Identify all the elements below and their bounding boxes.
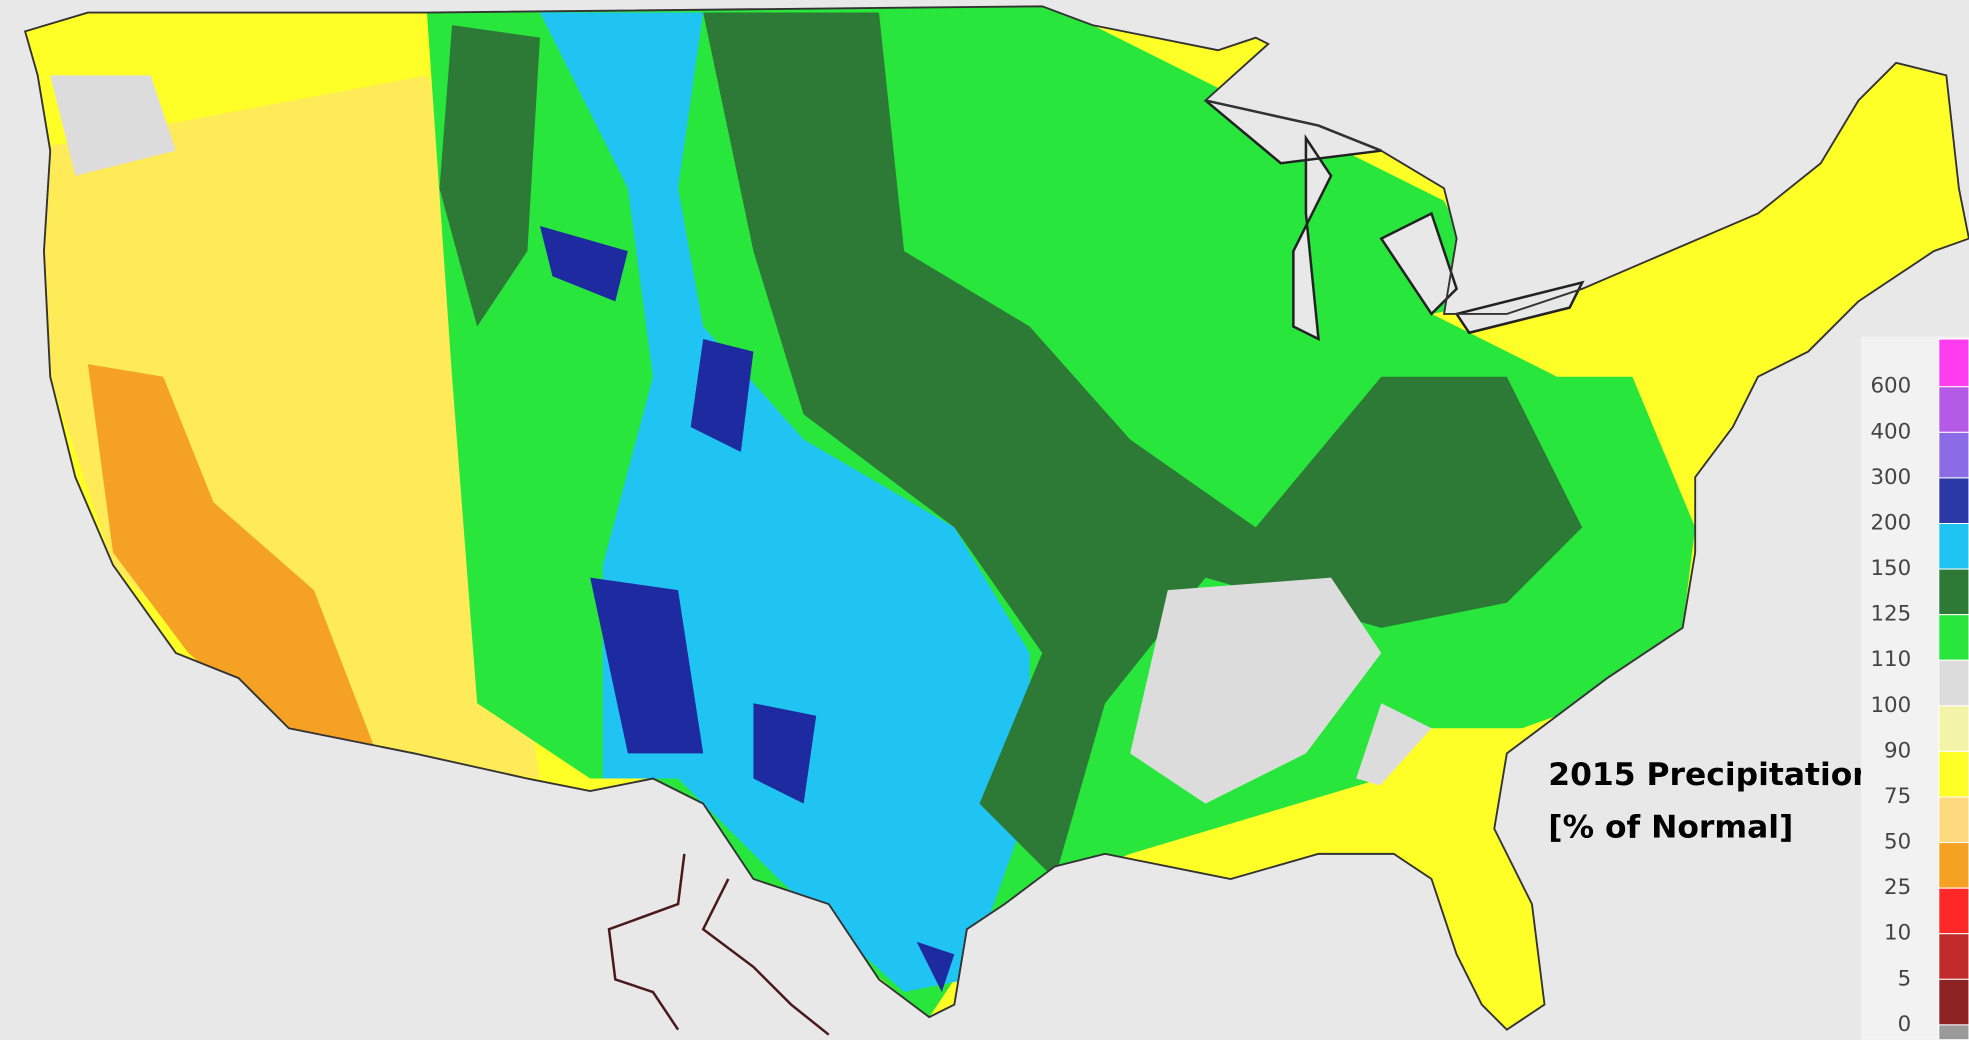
legend-swatch	[1938, 386, 1969, 433]
legend-swatch	[1938, 705, 1969, 752]
legend-label: 50	[1884, 830, 1911, 855]
region	[87, 364, 377, 754]
legend-label: 125	[1870, 602, 1911, 627]
legend-swatch	[1938, 568, 1969, 616]
region	[703, 12, 1583, 879]
legend-swatch	[1938, 614, 1969, 661]
map-title: 2015 Precipitation	[1548, 757, 1874, 793]
legend-swatch	[1938, 431, 1969, 479]
legend-label: 10	[1884, 921, 1911, 946]
legend-label: 90	[1884, 738, 1911, 763]
legend-label: 0	[1898, 1012, 1912, 1037]
legend-swatch	[1938, 477, 1969, 525]
legend-label: 5	[1898, 966, 1912, 991]
legend-swatch	[1938, 978, 1969, 1026]
legend-swatch	[1938, 750, 1969, 798]
region	[539, 226, 955, 993]
legend-swatch	[1938, 522, 1969, 570]
legend-label: 110	[1870, 647, 1911, 672]
legend-swatch	[1938, 796, 1969, 844]
legend-label: 100	[1870, 693, 1911, 718]
legend-swatch	[1938, 659, 1969, 707]
legend-label: 150	[1870, 556, 1911, 581]
legend-swatch	[1938, 887, 1969, 935]
legend-swatch	[1938, 338, 1969, 388]
map-subtitle: [% of Normal]	[1548, 810, 1793, 846]
region	[439, 25, 540, 327]
legend-label: 25	[1884, 875, 1911, 900]
legend-swatch	[1938, 1024, 1969, 1040]
legend-label: 600	[1870, 374, 1911, 399]
mexico-border	[607, 853, 830, 1036]
legend-swatch	[1938, 842, 1969, 889]
legend-label: 75	[1884, 784, 1911, 809]
legend-swatch	[1938, 933, 1969, 980]
legend-label: 400	[1870, 419, 1911, 444]
legend-label: 200	[1870, 511, 1911, 536]
legend-label: 300	[1870, 465, 1911, 490]
